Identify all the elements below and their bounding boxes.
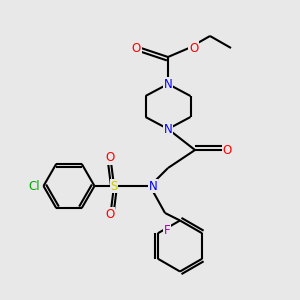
Text: N: N xyxy=(164,77,172,91)
Text: O: O xyxy=(105,151,114,164)
Text: N: N xyxy=(148,179,158,193)
Text: N: N xyxy=(164,122,172,136)
Text: O: O xyxy=(223,143,232,157)
Text: O: O xyxy=(132,41,141,55)
Text: Cl: Cl xyxy=(29,179,40,193)
Text: F: F xyxy=(164,224,170,237)
Text: S: S xyxy=(110,179,118,193)
Text: O: O xyxy=(189,41,198,55)
Text: O: O xyxy=(105,208,114,221)
